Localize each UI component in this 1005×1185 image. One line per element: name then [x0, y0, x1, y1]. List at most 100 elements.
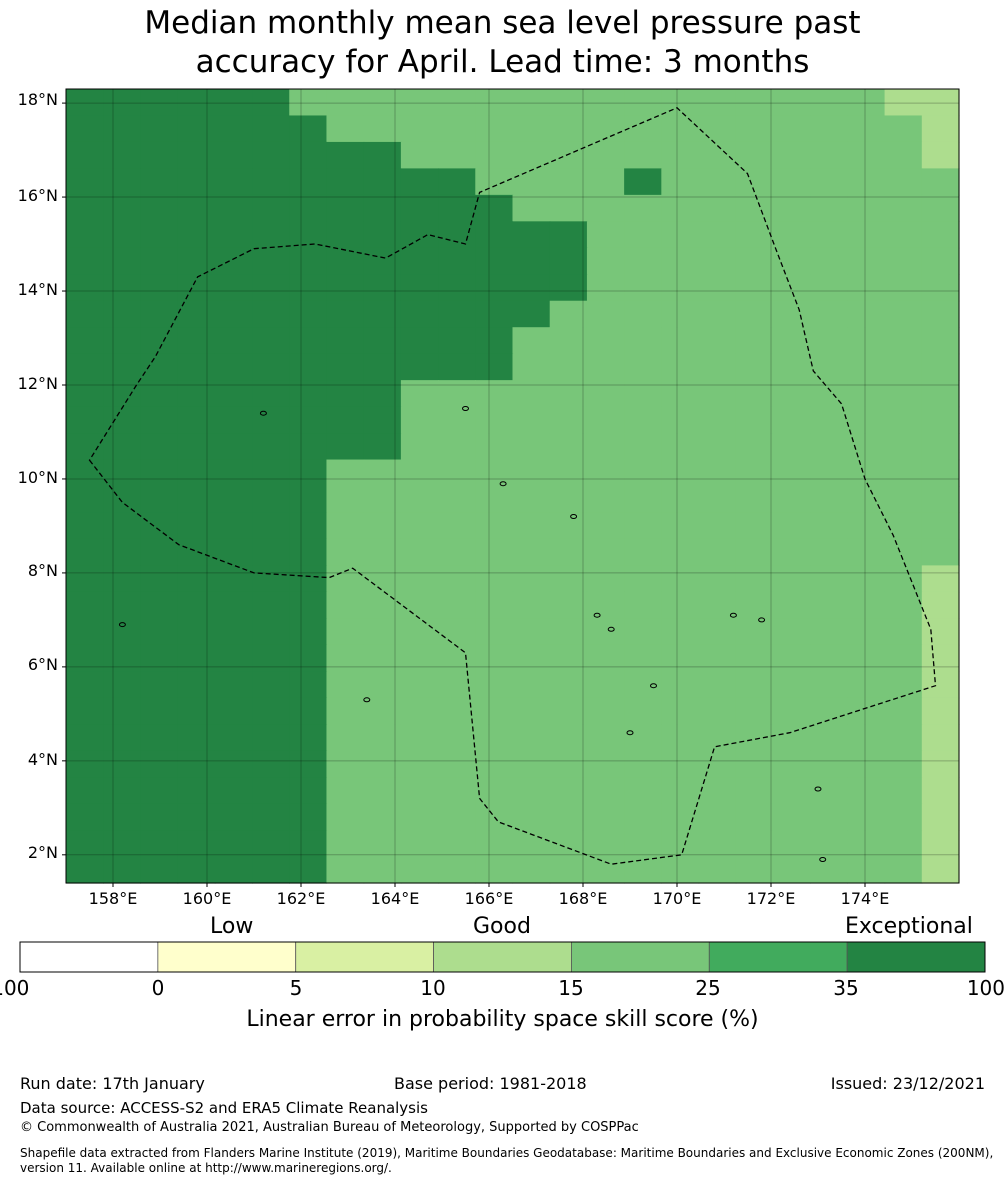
lon-label-170: 170°E — [652, 889, 702, 908]
skill-cell — [326, 644, 365, 672]
skill-cell — [772, 724, 811, 752]
skill-cell — [177, 830, 216, 858]
skill-cell — [140, 433, 179, 461]
skill-cell — [772, 115, 811, 143]
skill-cell — [289, 247, 328, 275]
skill-cell — [810, 168, 848, 196]
skill-cell — [289, 777, 328, 805]
lon-label-164: 164°E — [370, 889, 420, 908]
skill-cell — [698, 406, 737, 434]
skill-cell — [624, 724, 662, 752]
skill-cell — [586, 433, 625, 461]
skill-cell — [438, 856, 476, 884]
skill-cell — [289, 141, 328, 169]
skill-cell — [698, 300, 737, 328]
skill-cell — [921, 353, 960, 381]
skill-cell — [326, 433, 365, 461]
skill-cell — [586, 697, 625, 725]
skill-cell — [66, 221, 104, 249]
skill-cell — [512, 671, 551, 699]
skill-cell — [921, 591, 960, 619]
skill-cell — [363, 618, 402, 646]
colorbar — [19, 941, 986, 973]
skill-cell — [400, 300, 439, 328]
skill-cell — [400, 512, 439, 540]
skill-cell — [326, 459, 365, 487]
skill-cell — [177, 777, 216, 805]
island — [626, 730, 634, 736]
skill-cell — [103, 353, 142, 381]
skill-cell — [586, 247, 625, 275]
skill-cell — [698, 830, 737, 858]
skill-cell — [735, 247, 774, 275]
skill-cell — [289, 89, 328, 117]
skill-cell — [884, 830, 923, 858]
skill-cell — [772, 644, 811, 672]
skill-cell — [810, 538, 848, 566]
skill-cell — [772, 565, 811, 593]
skill-cell — [252, 141, 290, 169]
skill-cell — [140, 486, 179, 514]
skill-cell — [289, 538, 328, 566]
skill-cell — [66, 644, 104, 672]
skill-cell — [847, 565, 886, 593]
skill-cell — [549, 327, 588, 355]
skill-cell — [735, 406, 774, 434]
skill-cell — [66, 697, 104, 725]
skill-cell — [661, 697, 700, 725]
skill-cell — [140, 671, 179, 699]
skill-cell — [512, 538, 551, 566]
skill-cell — [624, 327, 662, 355]
skill-cell — [549, 777, 588, 805]
skill-cell — [400, 830, 439, 858]
skill-cell — [810, 830, 848, 858]
skill-cell — [624, 671, 662, 699]
skill-cell — [214, 538, 253, 566]
skill-cell — [252, 830, 290, 858]
skill-cell — [326, 591, 365, 619]
skill-cell — [661, 327, 700, 355]
lat-label-8: 8°N — [27, 561, 58, 580]
skill-cell — [326, 724, 365, 752]
skill-cell — [921, 459, 960, 487]
skill-cell — [475, 247, 514, 275]
island — [758, 617, 766, 623]
skill-cell — [847, 247, 886, 275]
skill-cell — [400, 750, 439, 778]
skill-cell — [884, 406, 923, 434]
skill-cell — [252, 168, 290, 196]
skill-cell — [103, 300, 142, 328]
skill-cell — [661, 512, 700, 540]
skill-cell — [177, 168, 216, 196]
skill-cell — [140, 274, 179, 302]
skill-cell — [475, 671, 514, 699]
skill-cell — [103, 644, 142, 672]
skill-cell — [252, 194, 290, 222]
skill-cell — [624, 433, 662, 461]
skill-cell — [475, 830, 514, 858]
skill-cell — [921, 168, 960, 196]
skill-cell — [884, 353, 923, 381]
skill-cell — [884, 141, 923, 169]
skill-cell — [698, 168, 737, 196]
skill-cell — [214, 618, 253, 646]
skill-cell — [214, 697, 253, 725]
skill-cell — [624, 274, 662, 302]
skill-cell — [549, 697, 588, 725]
lat-label-18: 18°N — [17, 90, 58, 109]
skill-cell — [661, 671, 700, 699]
skill-cell — [847, 274, 886, 302]
lon-label-166: 166°E — [464, 889, 514, 908]
skill-cell — [475, 697, 514, 725]
skill-cell — [438, 830, 476, 858]
skill-cell — [921, 830, 960, 858]
skill-cell — [847, 618, 886, 646]
skill-cell — [512, 380, 551, 408]
skill-cell — [363, 697, 402, 725]
skill-cell — [400, 777, 439, 805]
skill-cell — [289, 512, 328, 540]
skill-cell — [810, 803, 848, 831]
skill-cell — [624, 459, 662, 487]
skill-cell — [363, 591, 402, 619]
cb-tick-10: 10 — [420, 976, 446, 1000]
